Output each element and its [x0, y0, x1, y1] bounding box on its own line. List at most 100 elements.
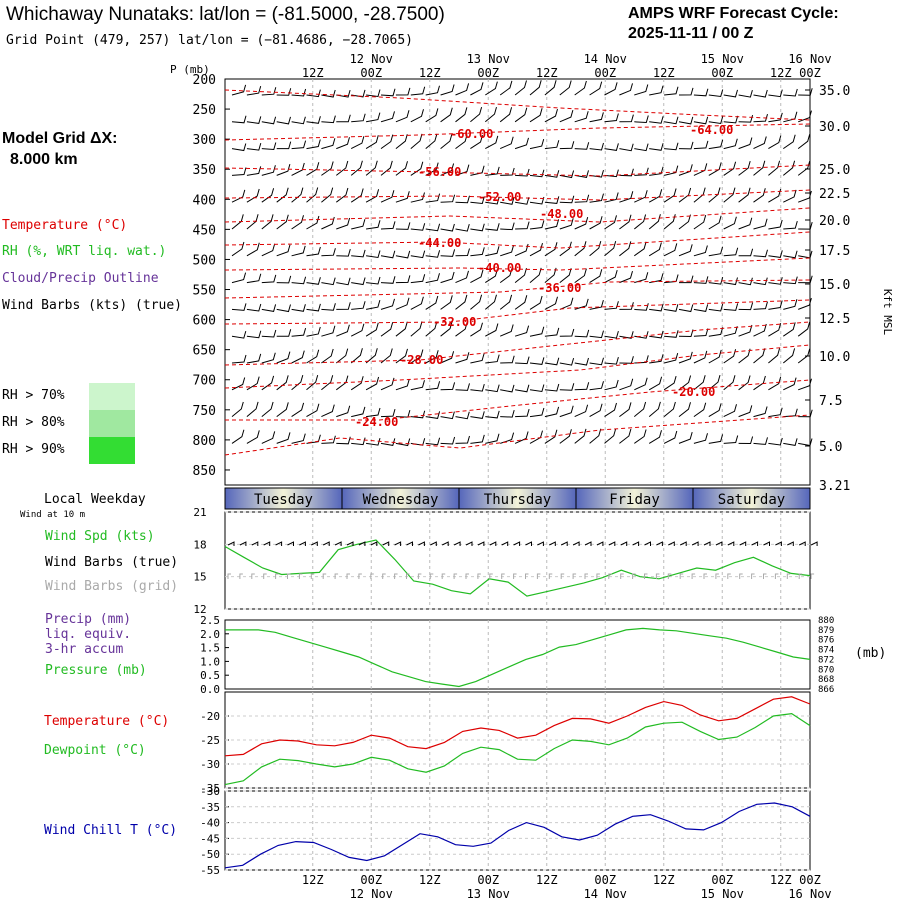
wind-barb	[261, 274, 277, 284]
wind-barb	[604, 269, 618, 284]
wind-barb	[663, 430, 678, 444]
height-tick-label: 15.0	[819, 278, 850, 293]
wind-barb	[738, 217, 753, 230]
wind-tick-label: 15	[193, 571, 206, 584]
wind-barb	[395, 250, 411, 259]
surface-wind-barb-grid	[525, 573, 529, 579]
wind-barb	[723, 161, 737, 176]
surface-wind-barb-grid	[632, 573, 636, 579]
pressure-tick-label-right: 866	[818, 685, 834, 695]
surface-wind-barb-grid	[501, 573, 505, 579]
bottom-hour-label: 00Z	[799, 873, 821, 887]
surface-wind-barb	[715, 541, 723, 546]
legend-precip-1: Precip (mm)	[45, 612, 132, 627]
bottom-date-label: 14 Nov	[584, 887, 627, 900]
wind-barb	[649, 143, 664, 151]
wind-barb	[514, 137, 529, 150]
wind-barb	[663, 165, 679, 176]
wind-barb	[768, 219, 783, 230]
surface-wind-barb	[418, 541, 425, 546]
forecast-cycle: AMPS WRF Forecast Cycle: 2025-11-11 / 00…	[628, 4, 839, 44]
wind-barb	[768, 300, 783, 310]
pressure-tick-label-right: 876	[818, 636, 834, 646]
wind-barb	[336, 436, 351, 445]
wind-barb	[604, 301, 619, 310]
wind-barb	[738, 436, 754, 445]
pressure-tick-label-right: 879	[818, 626, 834, 636]
isotherm	[224, 299, 811, 325]
surface-wind-barb-grid	[536, 573, 541, 579]
wind-barb	[708, 434, 724, 444]
pressure-tick-label-right: 880	[818, 616, 834, 626]
surface-wind-barb	[775, 541, 782, 546]
wind-barb	[455, 352, 470, 364]
wind-barb	[455, 248, 470, 257]
wind-barb	[246, 85, 262, 96]
surface-wind-barb	[275, 541, 283, 546]
surface-wind-barb-grid	[489, 573, 493, 579]
wind-barb	[306, 403, 320, 418]
wind-barb	[246, 330, 262, 339]
surface-wind-barb-grid	[667, 573, 672, 579]
top-date-label: 15 Nov	[701, 52, 744, 66]
wind-barb	[798, 409, 813, 418]
wind-barb	[723, 187, 736, 203]
surface-wind-barb	[763, 541, 770, 546]
model-grid-label: Model Grid ΔX:	[2, 130, 118, 147]
wind-barb	[589, 269, 603, 284]
isotherm	[224, 89, 811, 121]
wind-barb	[276, 375, 289, 391]
wind-barb	[619, 241, 632, 257]
surface-wind-barb	[227, 541, 235, 546]
top-hour-label: 12Z	[419, 66, 441, 80]
wind-speed-line	[224, 539, 811, 597]
legend-windchill: Wind Chill T (°C)	[44, 823, 178, 838]
wind-barb	[738, 248, 754, 257]
wind-barb	[440, 107, 453, 123]
wind-barb	[604, 215, 617, 230]
wind-barb	[246, 401, 259, 417]
wind-barb	[798, 378, 812, 391]
pressure-axis-label: P (mb)	[170, 63, 210, 76]
surface-wind-barb	[430, 541, 437, 546]
wind-barb	[276, 304, 291, 313]
wind-barb	[559, 195, 575, 204]
wind-barb	[231, 115, 247, 124]
wind-barb	[380, 348, 393, 364]
bottom-hour-label: 12Z	[302, 873, 324, 887]
wind-barb	[619, 114, 634, 123]
pressure-tick-label: 800	[193, 434, 216, 449]
dewpoint-line	[224, 712, 811, 786]
legend-precip-3: 3-hr accum	[45, 642, 124, 657]
legend-rh: RH (%, WRT liq. wat.)	[2, 244, 167, 259]
legend-precip-2: liq. equiv.	[45, 627, 132, 642]
wind-barb	[798, 297, 812, 310]
weekday-name: Wednesday	[363, 492, 439, 508]
legend-rh90: RH > 90%	[2, 442, 65, 457]
wind-barb	[470, 269, 484, 284]
wind-barb	[321, 348, 334, 364]
pressure-tick-label: 500	[193, 253, 216, 268]
wind-barb	[693, 402, 707, 418]
rh80-swatch	[89, 410, 135, 437]
wind-barb	[365, 376, 380, 391]
wind-barb	[246, 142, 262, 151]
bottom-hour-label: 12Z	[653, 873, 675, 887]
wind-barb	[633, 401, 647, 417]
wind-barb	[529, 407, 545, 418]
wind-barb	[321, 187, 334, 203]
wind-barb	[380, 221, 396, 230]
surface-wind-barb	[798, 541, 806, 546]
surface-wind-barb	[358, 541, 366, 546]
wind-barb	[589, 381, 604, 391]
wind-barb	[470, 196, 485, 205]
wind-barb	[574, 111, 589, 123]
wind-barb	[395, 321, 408, 337]
wind-barb	[768, 437, 783, 446]
wind-barb	[797, 321, 811, 337]
wind-barb	[336, 324, 350, 337]
wind-barb	[380, 190, 395, 203]
wind-barb	[797, 348, 811, 364]
wind-barb	[619, 168, 634, 177]
surface-wind-barb	[739, 541, 747, 546]
